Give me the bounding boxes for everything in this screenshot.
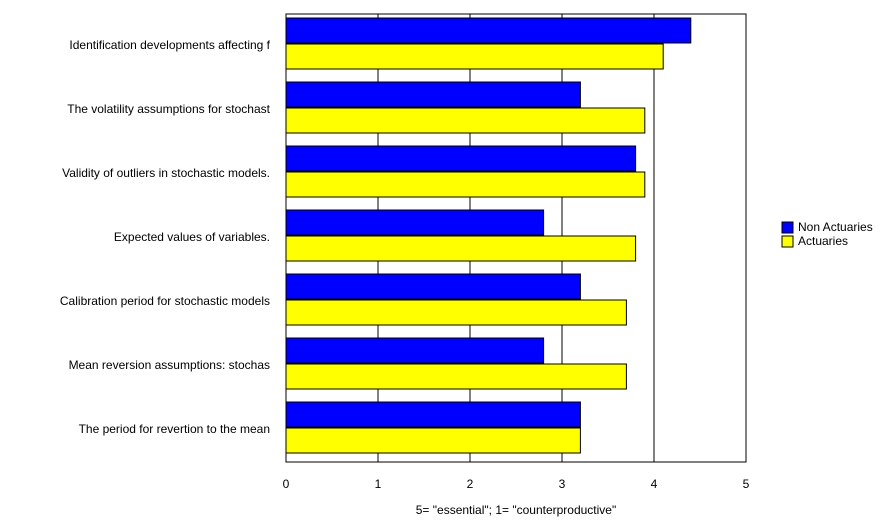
y-tick-label: Mean reversion assumptions: stochas: [69, 358, 270, 372]
bar: [285, 145, 637, 172]
bar: [285, 235, 637, 262]
x-tick-label: 2: [467, 477, 474, 491]
y-tick-label: Calibration period for stochastic models: [60, 294, 270, 308]
bar: [285, 171, 646, 198]
bar: [285, 401, 581, 428]
x-axis-label: 5= "essential"; 1= "counterproductive": [416, 503, 617, 517]
bar: [285, 337, 545, 364]
bar: [285, 17, 692, 44]
bar: [285, 209, 545, 236]
x-tick-label: 4: [651, 477, 658, 491]
bar: [285, 273, 581, 300]
legend-swatch: [781, 221, 794, 234]
x-tick-label: 1: [375, 477, 382, 491]
y-tick-label: Expected values of variables.: [114, 230, 270, 244]
y-tick-label: The volatility assumptions for stochast: [67, 102, 270, 116]
bar: [285, 363, 627, 390]
legend-label: Non Actuaries: [798, 220, 873, 234]
y-tick-label: Validity of outliers in stochastic model…: [62, 166, 270, 180]
bar: [285, 427, 581, 454]
x-tick-label: 5: [743, 477, 750, 491]
bar: [285, 43, 664, 70]
legend-swatch: [781, 235, 794, 248]
x-tick-label: 3: [559, 477, 566, 491]
y-tick-label: Identification developments affecting f: [69, 38, 270, 52]
legend-label: Actuaries: [798, 234, 848, 248]
bar: [285, 81, 581, 108]
y-tick-label: The period for revertion to the mean: [79, 422, 270, 436]
bar: [285, 107, 646, 134]
bar: [285, 299, 627, 326]
x-tick-label: 0: [283, 477, 290, 491]
